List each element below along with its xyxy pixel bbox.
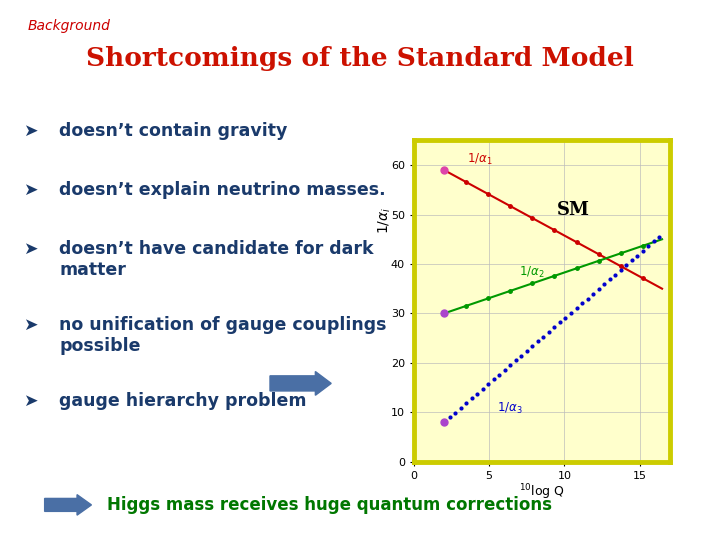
Text: SM: SM (557, 200, 590, 219)
Text: ➤: ➤ (23, 122, 37, 139)
Text: ➤: ➤ (23, 316, 37, 334)
Text: gauge hierarchy problem: gauge hierarchy problem (59, 392, 307, 409)
Text: doesn’t explain neutrino masses.: doesn’t explain neutrino masses. (59, 181, 386, 199)
Text: Shortcomings of the Standard Model: Shortcomings of the Standard Model (86, 46, 634, 71)
Text: Higgs mass receives huge quantum corrections: Higgs mass receives huge quantum correct… (107, 496, 552, 514)
Text: ➤: ➤ (23, 392, 37, 409)
Text: doesn’t have candidate for dark
matter: doesn’t have candidate for dark matter (59, 240, 374, 279)
Text: $1/\alpha_2$: $1/\alpha_2$ (519, 265, 545, 280)
Text: ➤: ➤ (23, 181, 37, 199)
Text: Background: Background (27, 19, 110, 33)
Text: $1/\alpha_i$: $1/\alpha_i$ (377, 207, 393, 234)
Text: doesn’t contain gravity: doesn’t contain gravity (59, 122, 287, 139)
Text: $1/\alpha_3$: $1/\alpha_3$ (497, 401, 523, 416)
X-axis label: $^{10}$log Q: $^{10}$log Q (519, 482, 564, 502)
Text: ➤: ➤ (23, 240, 37, 258)
Text: no unification of gauge couplings
possible: no unification of gauge couplings possib… (59, 316, 387, 355)
FancyArrow shape (270, 372, 331, 395)
Text: $1/\alpha_1$: $1/\alpha_1$ (467, 152, 492, 167)
FancyArrow shape (45, 495, 91, 515)
